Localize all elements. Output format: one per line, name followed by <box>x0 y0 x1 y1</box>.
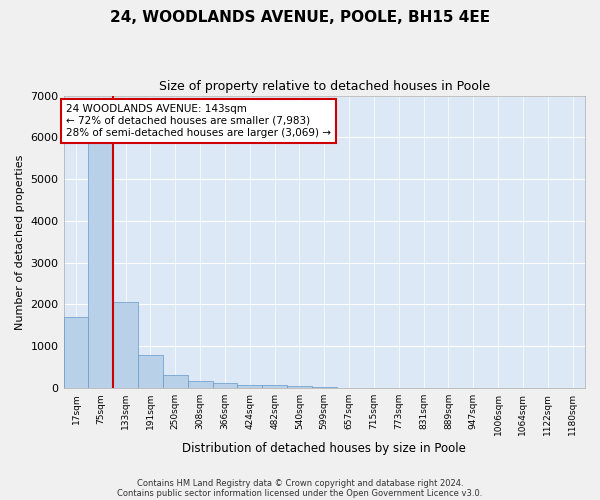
Bar <box>212 383 238 388</box>
Text: 24 WOODLANDS AVENUE: 143sqm
← 72% of detached houses are smaller (7,983)
28% of : 24 WOODLANDS AVENUE: 143sqm ← 72% of det… <box>66 104 331 138</box>
Bar <box>163 375 188 388</box>
Bar <box>287 386 312 388</box>
Bar <box>113 302 138 388</box>
Bar <box>262 386 287 388</box>
Text: Contains public sector information licensed under the Open Government Licence v3: Contains public sector information licen… <box>118 488 482 498</box>
Text: 24, WOODLANDS AVENUE, POOLE, BH15 4EE: 24, WOODLANDS AVENUE, POOLE, BH15 4EE <box>110 10 490 25</box>
Bar <box>188 380 212 388</box>
X-axis label: Distribution of detached houses by size in Poole: Distribution of detached houses by size … <box>182 442 466 455</box>
Title: Size of property relative to detached houses in Poole: Size of property relative to detached ho… <box>159 80 490 93</box>
Bar <box>238 384 262 388</box>
Bar <box>88 142 113 388</box>
Y-axis label: Number of detached properties: Number of detached properties <box>15 154 25 330</box>
Bar <box>312 387 337 388</box>
Text: Contains HM Land Registry data © Crown copyright and database right 2024.: Contains HM Land Registry data © Crown c… <box>137 478 463 488</box>
Bar <box>138 354 163 388</box>
Bar <box>64 317 88 388</box>
